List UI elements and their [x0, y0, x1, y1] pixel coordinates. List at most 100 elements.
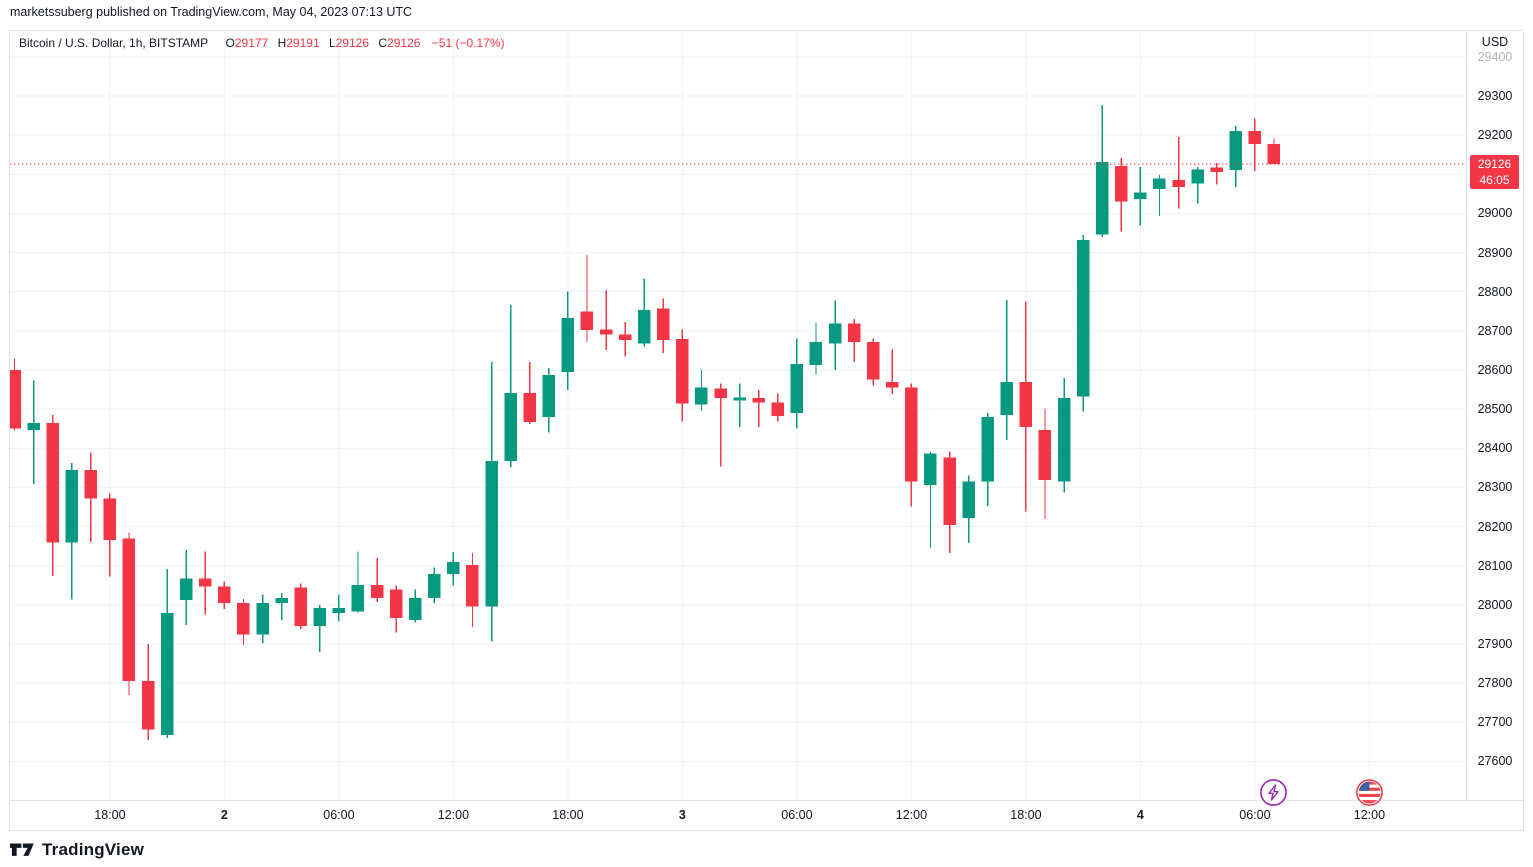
candle [1172, 137, 1185, 209]
last-price-value: 29126 [1477, 157, 1512, 172]
us-flag [1358, 781, 1381, 804]
candle [332, 594, 346, 622]
candle [218, 581, 231, 609]
candle [790, 338, 804, 429]
change-value: −51 (−0.17%) [431, 36, 505, 50]
candle [1076, 234, 1090, 412]
candle [657, 298, 670, 354]
candle [1019, 301, 1033, 512]
candle [1267, 138, 1281, 165]
candle [408, 589, 422, 623]
time-tick-label: 2 [220, 808, 228, 822]
tradingview-wordmark[interactable]: TradingView [42, 840, 145, 859]
price-tick-label: 28800 [1477, 284, 1513, 299]
candle [179, 550, 193, 625]
price-tick-label: 29200 [1477, 128, 1513, 143]
price-tick-label: 28100 [1477, 558, 1513, 573]
candle [866, 338, 880, 386]
candle [905, 383, 918, 507]
time-tick-label: 3 [678, 808, 686, 822]
candle [428, 567, 441, 603]
candle [962, 475, 975, 544]
candle [46, 415, 59, 576]
close-value: 29126 [387, 36, 421, 50]
candle [733, 383, 746, 427]
candle [1248, 118, 1262, 172]
price-tick-label: 29000 [1477, 206, 1513, 221]
symbol-title: Bitcoin / U.S. Dollar, 1h, BITSTAMP [19, 36, 209, 50]
high-value: 29191 [286, 36, 320, 50]
price-tick-label: 28700 [1477, 323, 1513, 338]
candle [370, 557, 384, 602]
candle [313, 604, 327, 652]
low-label: L [328, 36, 336, 50]
low-value: 29126 [335, 36, 370, 50]
close-label: C [378, 36, 388, 50]
candle [141, 644, 155, 740]
currency-label: USD [1481, 35, 1509, 49]
time-tick-label: 06:00 [323, 808, 355, 822]
candle [466, 553, 479, 627]
publish-attribution: marketssuberg published on TradingView.c… [10, 5, 413, 19]
price-tick-label: 27900 [1477, 637, 1513, 652]
price-tick-label: 28200 [1477, 519, 1513, 534]
candle [84, 452, 98, 542]
price-axis[interactable]: USD 29126 46:05 29400 29300 29200 29000 2890… [1466, 31, 1523, 800]
candle [1210, 162, 1223, 185]
candles [10, 105, 1281, 740]
candle [1000, 299, 1014, 441]
price-tick-label: 27800 [1477, 676, 1513, 691]
high-label: H [277, 36, 287, 50]
candle [828, 300, 842, 371]
price-chart-plot[interactable] [10, 31, 1466, 800]
candle [256, 594, 269, 643]
price-tick-label: 27600 [1477, 754, 1513, 769]
candle [65, 462, 78, 600]
price-tick-label: 28000 [1477, 597, 1513, 612]
open-label: O [225, 36, 235, 50]
candle [1095, 105, 1109, 237]
chart-legend: Bitcoin / U.S. Dollar, 1h, BITSTAMP O 291… [19, 36, 504, 50]
candle [351, 551, 365, 614]
candle [447, 552, 460, 586]
candle [523, 362, 536, 425]
candle [1134, 166, 1147, 226]
price-tick-label: 29400 [1477, 49, 1513, 64]
candle [275, 592, 288, 620]
time-tick-label: 12:00 [1353, 808, 1386, 822]
time-axis[interactable]: 18:00 2 06:00 12:00 18:00 3 06:00 12:00 18:00 4 06… [10, 800, 1523, 829]
price-tick-label: 28300 [1477, 480, 1513, 495]
time-tick-label: 12:00 [895, 808, 928, 822]
candle [714, 383, 727, 467]
candle [103, 493, 117, 577]
candle [542, 368, 556, 433]
candle [1115, 158, 1128, 232]
time-tick-label: 12:00 [437, 808, 470, 822]
candle [199, 551, 212, 615]
lightning-event-icon[interactable] [1259, 778, 1288, 807]
price-tick-label: 28900 [1477, 245, 1513, 260]
tradingview-logo-icon[interactable] [10, 843, 35, 857]
bar-countdown: 46:05 [1479, 173, 1510, 188]
candle [237, 599, 250, 645]
candle [1153, 175, 1166, 216]
candle [1057, 378, 1071, 493]
time-tick-label: 18:00 [552, 808, 584, 822]
candle [122, 532, 136, 695]
candle [1038, 408, 1052, 520]
candle [943, 451, 956, 554]
us-flag-event-icon[interactable] [1355, 778, 1384, 807]
candle [1229, 126, 1243, 187]
candle [847, 319, 861, 362]
price-tick-label: 29300 [1477, 89, 1513, 103]
time-tick-label: 06:00 [781, 808, 813, 822]
candle [771, 393, 785, 422]
chart-frame: Bitcoin / U.S. Dollar, 1h, BITSTAMP O 291… [9, 30, 1524, 831]
candle [294, 583, 307, 630]
candle [695, 370, 708, 412]
time-tick-label: 18:00 [1010, 808, 1042, 822]
candle [160, 568, 174, 739]
price-tick-label: 27700 [1477, 715, 1513, 730]
candle [886, 349, 899, 394]
